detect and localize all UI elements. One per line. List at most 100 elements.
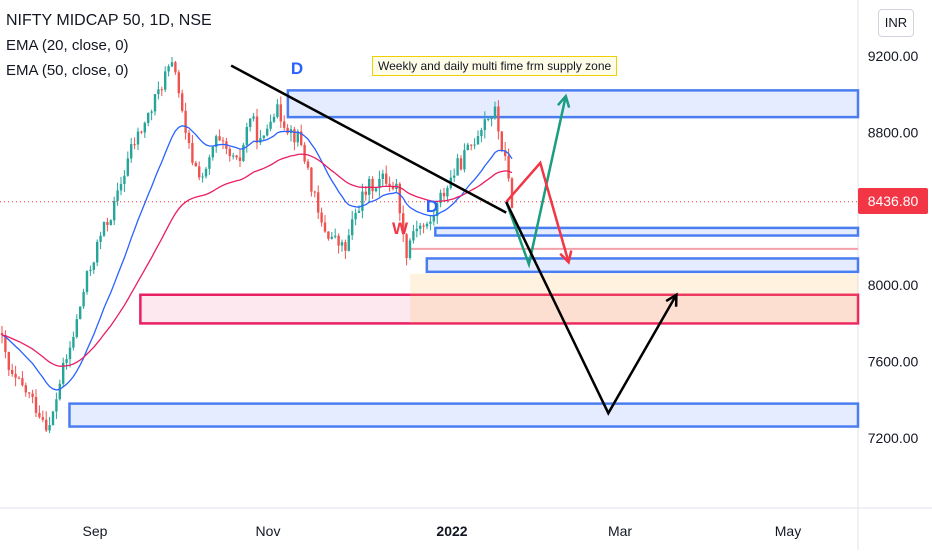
candle-body — [79, 306, 82, 320]
projection-green-arrowhead — [556, 93, 571, 108]
candle-body — [310, 167, 313, 192]
annotation-note[interactable]: Weekly and daily multi fime frm supply z… — [372, 56, 618, 76]
candle-body — [293, 129, 296, 143]
last-price-label: 8436.80 — [858, 188, 928, 214]
zone-demand-3 — [139, 293, 860, 325]
candle-body — [408, 240, 412, 259]
candle-body — [500, 131, 503, 151]
candle-body — [347, 235, 350, 251]
candle-body — [21, 378, 24, 386]
candle-body — [279, 104, 282, 122]
candle-body — [402, 213, 405, 235]
candle-body — [119, 184, 123, 191]
y-tick-label: 9200.00 — [868, 48, 919, 64]
candle-body — [113, 200, 116, 221]
candle-body — [476, 136, 480, 145]
y-tick-label: 8800.00 — [868, 124, 919, 140]
candle-body — [58, 383, 61, 400]
ema50-label[interactable]: EMA (50, close, 0) — [6, 62, 129, 79]
candle-body — [68, 347, 72, 360]
candle-body — [201, 176, 204, 178]
candle-body — [208, 157, 211, 169]
symbol-title[interactable]: NIFTY MIDCAP 50, 1D, NSE — [6, 12, 212, 29]
candle-body — [177, 72, 180, 94]
candle-body — [4, 335, 7, 353]
candle-body — [463, 150, 466, 170]
candle-body — [167, 66, 170, 72]
candle-body — [211, 146, 214, 158]
candle-body — [96, 241, 99, 263]
candle-body — [221, 140, 225, 142]
candle-body — [262, 135, 265, 139]
pattern-marker-w: W — [392, 219, 409, 238]
y-tick-label: 8000.00 — [868, 277, 919, 293]
candle-body — [439, 192, 442, 204]
candle-body — [140, 131, 143, 133]
candle-body — [269, 121, 272, 129]
candle-body — [48, 425, 51, 431]
candle-body — [378, 178, 381, 189]
candle-body — [422, 225, 425, 227]
zone-supply-1 — [434, 226, 860, 237]
candle-body — [344, 242, 347, 251]
ema50-line — [1, 153, 513, 367]
y-tick-label: 7200.00 — [868, 430, 919, 446]
x-tick-label: Nov — [256, 523, 281, 539]
candle-body — [340, 242, 344, 246]
candle-body — [170, 62, 174, 67]
zone-demand-2 — [425, 257, 860, 274]
candle-body — [187, 132, 191, 144]
ema20-line — [1, 125, 513, 391]
candle-body — [150, 111, 153, 113]
candle-body — [109, 220, 112, 225]
candle-body — [82, 292, 85, 307]
currency-button[interactable]: INR — [878, 9, 914, 37]
candle-body — [31, 393, 34, 397]
candle-body — [296, 131, 299, 143]
candle-body — [259, 138, 262, 143]
candle-body — [487, 119, 490, 121]
candle-body — [24, 385, 27, 393]
candle-body — [432, 216, 435, 222]
candle-body — [45, 419, 48, 431]
candle-body — [0, 332, 4, 336]
candle-body — [374, 188, 378, 192]
candle-body — [415, 228, 418, 232]
candle-body — [106, 221, 109, 225]
candle-body — [493, 106, 497, 118]
candle-body — [456, 158, 459, 176]
candle-body — [283, 121, 286, 128]
candle-body — [327, 231, 330, 239]
candle-body — [245, 126, 248, 145]
candle-body — [419, 225, 422, 229]
candle-body — [490, 117, 493, 120]
candle-body — [466, 144, 469, 151]
candle-body — [126, 158, 129, 176]
candle-body — [11, 369, 14, 375]
candle-body — [371, 178, 374, 192]
zone-supply-0 — [286, 89, 860, 119]
candle-body — [337, 235, 340, 246]
x-tick-label: Sep — [83, 523, 108, 539]
candle-body — [510, 178, 514, 208]
candle-body — [164, 71, 167, 90]
candle-body — [249, 118, 252, 127]
candle-body — [38, 412, 41, 418]
candle-body — [143, 122, 146, 133]
ema20-label[interactable]: EMA (20, close, 0) — [6, 37, 129, 54]
candle-body — [497, 106, 500, 132]
candle-body — [313, 191, 316, 193]
candle-body — [85, 270, 89, 293]
x-tick-label: May — [775, 523, 801, 539]
zone-tint-band — [410, 273, 858, 324]
candle-body — [51, 411, 55, 426]
candle-body — [255, 116, 259, 143]
candle-body — [330, 236, 333, 239]
candle-body — [473, 144, 476, 146]
candle-body — [184, 110, 187, 133]
trend-line — [230, 64, 507, 214]
zone-demand-4 — [68, 402, 860, 428]
candle-body — [381, 173, 384, 179]
